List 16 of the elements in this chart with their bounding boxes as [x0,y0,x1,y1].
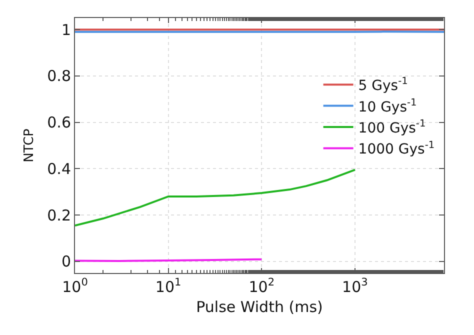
y-tick-label: 0.8 [47,67,71,86]
x-tick-label: 10$^{3}$ [342,276,368,296]
x-tick-label: 10$^{1}$ [155,276,182,296]
y-tick-label: 0 [61,252,71,271]
y-tick-label: 1 [61,20,71,39]
x-tick-label: 10$^{2}$ [248,276,275,296]
legend-label: 1000 Gys$^{-1}$ [358,140,435,158]
y-axis-title: NTCP [22,128,38,162]
y-tick-label: 0.6 [47,114,71,132]
legend-label: 10 Gys$^{-1}$ [358,97,417,116]
x-axis-title: Pulse Width (ms) [196,298,323,316]
x-tick-label: 10$^{0}$ [62,276,88,296]
legend-label: 100 Gys$^{-1}$ [358,118,426,136]
y-tick-label: 0.4 [47,160,71,178]
y-tick-label: 0.2 [47,206,71,224]
legend-label: 5 Gys$^{-1}$ [358,76,408,94]
